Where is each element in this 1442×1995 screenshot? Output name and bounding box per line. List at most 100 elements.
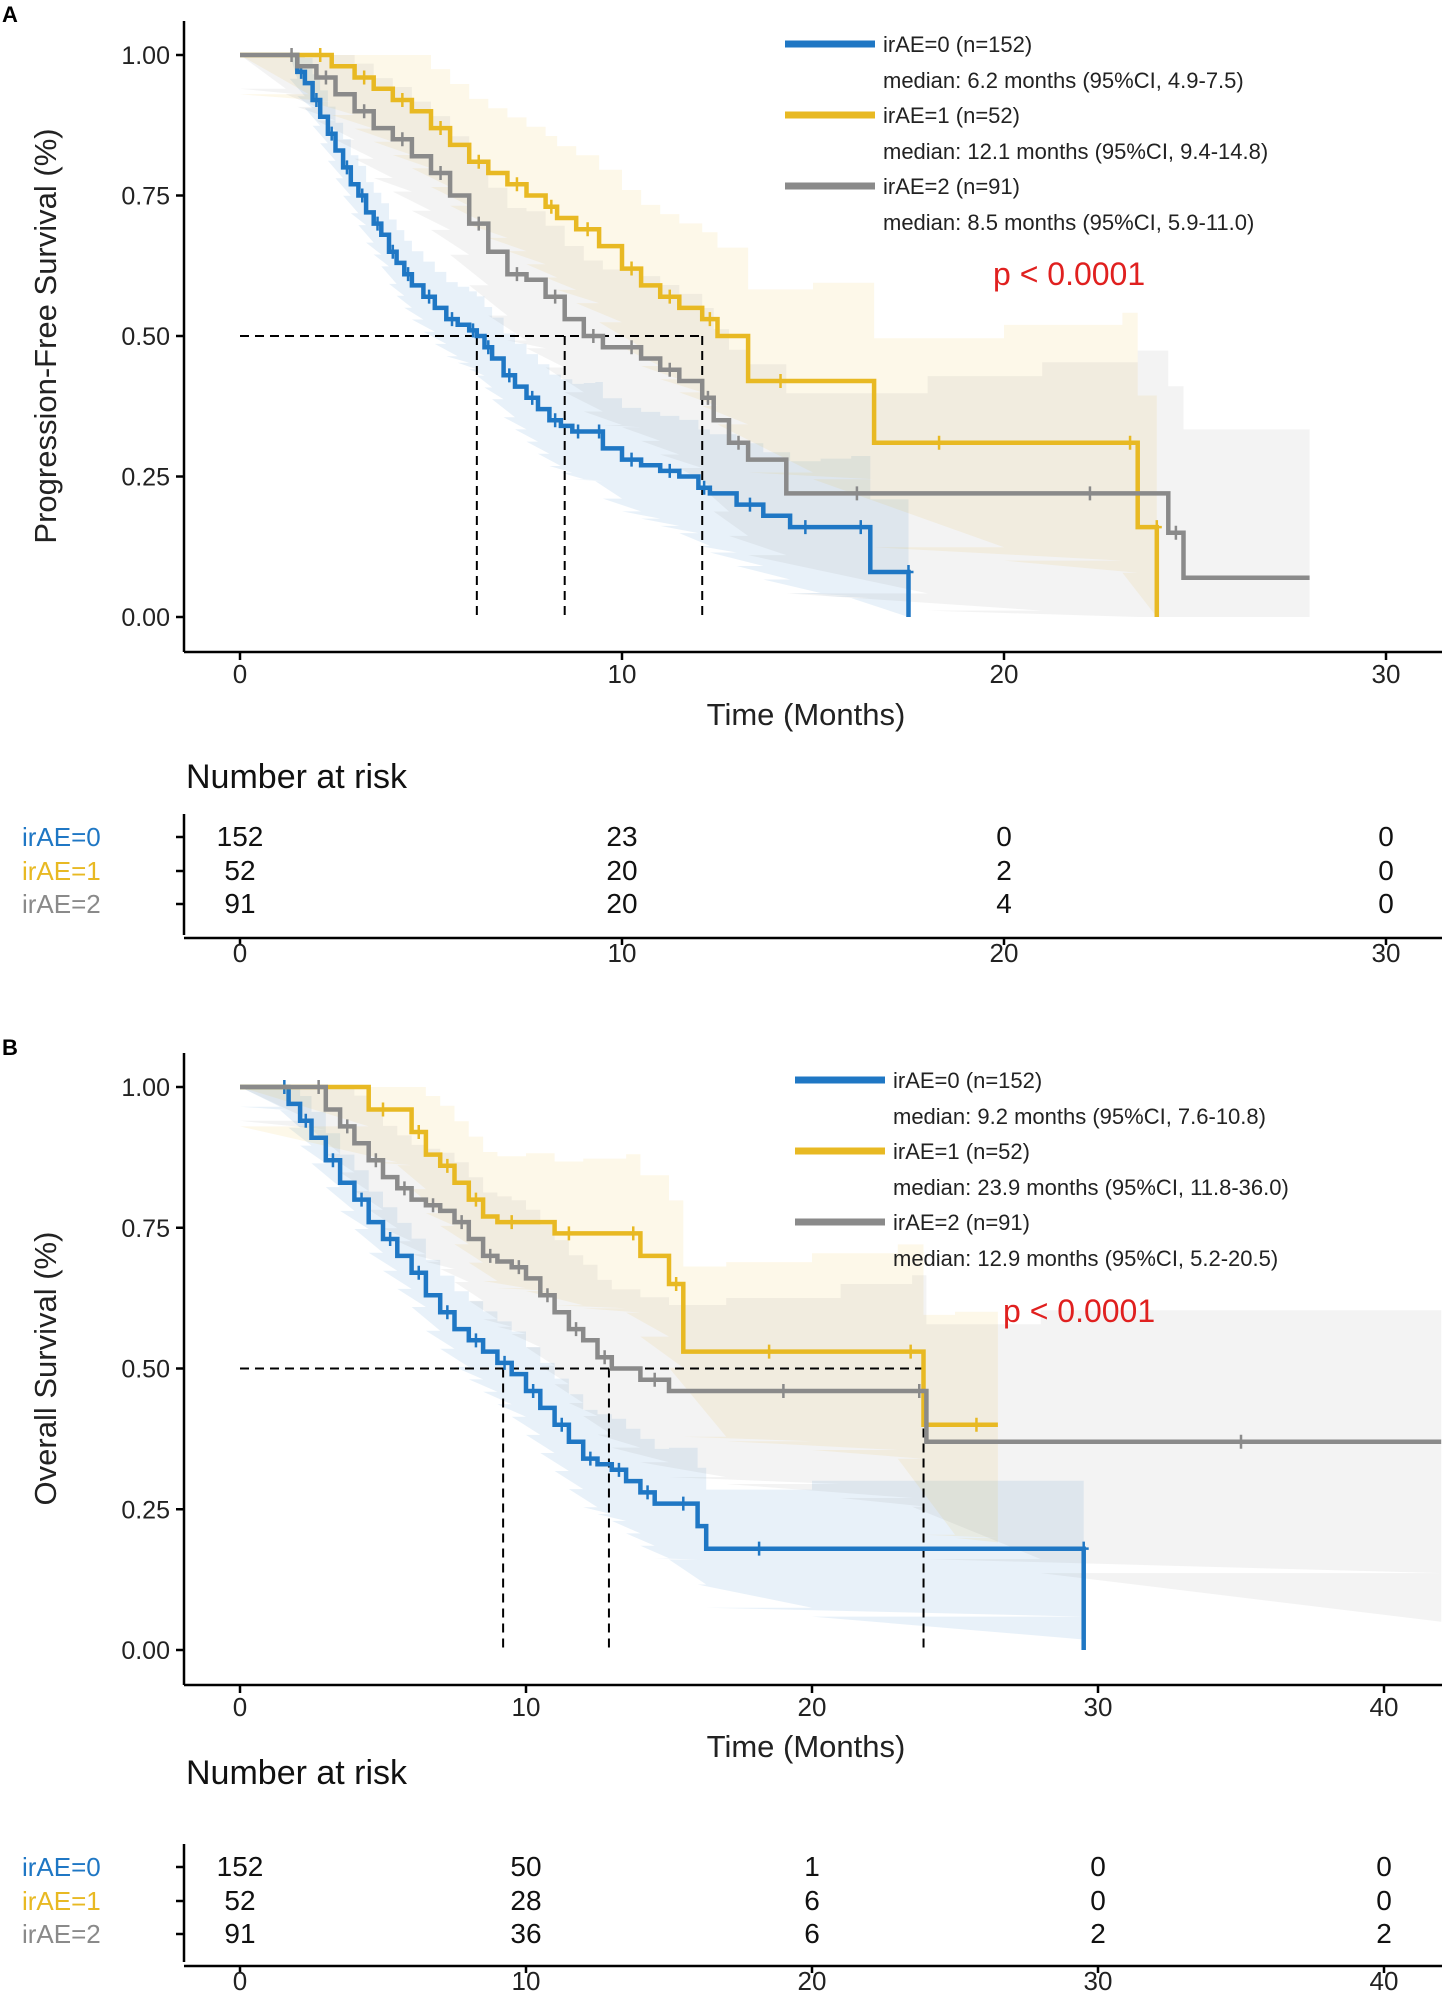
censor-mark bbox=[664, 463, 675, 478]
p-value: p < 0.0001 bbox=[1003, 1293, 1155, 1329]
censor-mark bbox=[664, 289, 675, 304]
risk-cell: 23 bbox=[606, 821, 637, 852]
censor-mark bbox=[473, 154, 484, 169]
censor-mark bbox=[442, 1305, 453, 1320]
y-tick-label: 0.00 bbox=[121, 1637, 170, 1665]
legend-median: median: 12.9 months (95%CI, 5.2-20.5) bbox=[893, 1246, 1278, 1271]
risk-cell: 6 bbox=[804, 1918, 820, 1949]
censor-mark bbox=[1236, 1434, 1246, 1449]
risk-cell: 20 bbox=[606, 855, 637, 886]
censor-mark bbox=[327, 1153, 338, 1168]
censor-mark bbox=[585, 1451, 596, 1466]
censor-mark bbox=[473, 216, 484, 231]
risk-row-label: irAE=1 bbox=[22, 856, 101, 886]
legend-label: irAE=2 (n=91) bbox=[893, 1210, 1030, 1235]
legend-label: irAE=0 (n=152) bbox=[893, 1068, 1042, 1093]
censor-mark bbox=[855, 520, 866, 535]
risk-cell: 91 bbox=[224, 888, 255, 919]
censor-mark bbox=[550, 289, 561, 304]
y-tick-label: 0.75 bbox=[121, 183, 170, 211]
censor-mark bbox=[546, 199, 557, 214]
risk-cell: 28 bbox=[510, 1885, 541, 1916]
censor-mark bbox=[387, 244, 398, 259]
risk-row-label: irAE=0 bbox=[22, 822, 101, 852]
x-tick-label: 10 bbox=[512, 1692, 541, 1722]
risk-x-tick-label: 10 bbox=[512, 1966, 541, 1995]
risk-cell: 152 bbox=[217, 821, 264, 852]
censor-mark bbox=[550, 413, 561, 428]
legend-median: median: 8.5 months (95%CI, 5.9-11.0) bbox=[883, 210, 1254, 235]
risk-x-tick-label: 0 bbox=[233, 1966, 247, 1995]
censor-mark bbox=[442, 1158, 453, 1173]
censor-mark bbox=[359, 104, 370, 119]
censor-mark bbox=[528, 1384, 539, 1399]
legend-label: irAE=0 (n=152) bbox=[883, 32, 1032, 57]
censor-mark bbox=[356, 1192, 367, 1207]
risk-cell: 152 bbox=[217, 1851, 264, 1882]
censor-mark bbox=[311, 92, 322, 107]
censor-mark bbox=[435, 166, 446, 181]
censor-mark bbox=[403, 267, 414, 282]
censor-mark bbox=[370, 1153, 381, 1168]
legend-label: irAE=1 (n=52) bbox=[883, 103, 1020, 128]
censor-mark bbox=[582, 222, 593, 237]
risk-table-title: Number at risk bbox=[186, 758, 408, 796]
censor-mark bbox=[800, 520, 811, 535]
censor-mark bbox=[594, 424, 605, 439]
legend-median: median: 9.2 months (95%CI, 7.6-10.8) bbox=[893, 1104, 1266, 1129]
p-value: p < 0.0001 bbox=[993, 256, 1145, 292]
risk-cell: 0 bbox=[1378, 821, 1394, 852]
censor-mark bbox=[424, 289, 435, 304]
risk-x-tick-label: 40 bbox=[1370, 1966, 1399, 1995]
risk-x-tick-label: 10 bbox=[608, 938, 637, 968]
censor-mark bbox=[300, 1113, 311, 1128]
y-tick-label: 1.00 bbox=[121, 1074, 170, 1102]
censor-mark bbox=[485, 1248, 496, 1263]
risk-cell: 52 bbox=[224, 1885, 255, 1916]
censor-mark bbox=[649, 1372, 660, 1387]
censor-mark bbox=[378, 1102, 388, 1117]
censor-mark bbox=[542, 1288, 553, 1303]
survival-curve-irae0 bbox=[240, 1084, 1086, 1650]
x-tick-label: 0 bbox=[233, 1692, 247, 1722]
y-tick-label: 0.25 bbox=[121, 464, 170, 492]
censor-mark bbox=[511, 267, 522, 282]
censor-mark bbox=[588, 329, 599, 343]
censor-mark bbox=[499, 1355, 510, 1370]
censor-mark bbox=[286, 48, 297, 62]
survival-curve-irae2 bbox=[240, 1084, 1442, 1444]
y-axis-label: Overall Survival (%) bbox=[28, 1232, 63, 1506]
survival-curve-irae1 bbox=[240, 52, 1160, 617]
censor-mark bbox=[527, 390, 538, 405]
risk-cell: 20 bbox=[606, 888, 637, 919]
censor-mark bbox=[483, 340, 494, 355]
censor-mark bbox=[320, 70, 331, 85]
censor-mark bbox=[385, 1232, 396, 1247]
ci-band-irae2 bbox=[240, 55, 1310, 617]
x-axis-label: Time (Months) bbox=[707, 697, 906, 732]
x-tick-label: 40 bbox=[1370, 1692, 1399, 1722]
censor-mark bbox=[778, 1384, 789, 1399]
censor-mark bbox=[326, 126, 337, 141]
risk-x-tick-label: 30 bbox=[1084, 1966, 1113, 1995]
panel-label: B bbox=[2, 1035, 18, 1060]
censor-mark bbox=[504, 368, 515, 383]
censor-mark bbox=[372, 216, 383, 231]
x-axis-label: Time (Months) bbox=[707, 1729, 906, 1764]
panel-label: A bbox=[2, 2, 18, 27]
censor-mark bbox=[626, 261, 637, 276]
censor-mark bbox=[359, 70, 370, 85]
censor-mark bbox=[903, 565, 914, 580]
legend-label: irAE=1 (n=52) bbox=[893, 1139, 1030, 1164]
censor-mark bbox=[754, 1541, 765, 1556]
censor-mark bbox=[626, 452, 637, 467]
y-tick-label: 0.50 bbox=[121, 1356, 170, 1384]
censor-mark bbox=[413, 1125, 424, 1140]
censor-mark bbox=[511, 177, 522, 192]
risk-cell: 2 bbox=[1090, 1918, 1106, 1949]
risk-row-label: irAE=0 bbox=[22, 1852, 101, 1882]
censor-mark bbox=[1151, 520, 1162, 535]
risk-x-tick-label: 0 bbox=[233, 938, 247, 968]
censor-mark bbox=[744, 497, 755, 512]
